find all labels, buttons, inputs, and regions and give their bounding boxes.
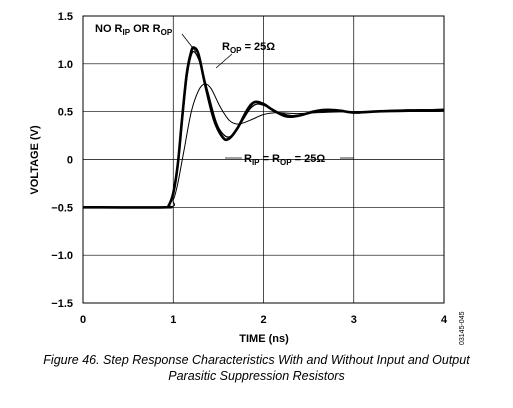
leader-line-rop — [215, 53, 233, 69]
y-tick-label: −1.5 — [51, 298, 73, 310]
annotation-rip-rop: RIP = ROP = 25Ω — [244, 153, 325, 167]
leader-line-no-resistors — [181, 33, 197, 53]
figure-caption-line-2: Parasitic Suppression Resistors — [168, 369, 345, 383]
y-tick-label: 0.5 — [58, 107, 73, 119]
series-line-2 — [82, 50, 445, 209]
x-tick-label: 2 — [260, 314, 266, 326]
y-tick-label: −1.0 — [51, 250, 73, 262]
y-axis-title: VOLTAGE (V) — [29, 125, 41, 195]
figure-id: 03145-045 — [459, 311, 466, 345]
series-line-3 — [82, 83, 445, 209]
x-tick-labels: 0 1 2 3 4 — [80, 314, 448, 326]
series-layer — [82, 46, 445, 209]
annotation-rop: ROP = 25Ω — [222, 41, 275, 55]
y-tick-label: −0.5 — [51, 202, 73, 214]
annotation-no-resistors: NO RIP OR ROP — [95, 23, 173, 37]
x-tick-label: 0 — [80, 314, 86, 326]
x-tick-label: 1 — [170, 314, 176, 326]
figure-caption-line-1: Figure 46. Step Response Characteristics… — [43, 353, 470, 367]
y-tick-label: 1.0 — [58, 59, 73, 71]
y-tick-label: 1.5 — [58, 11, 73, 23]
y-tick-labels: 1.5 1.0 0.5 0 −0.5 −1.0 −1.5 — [51, 11, 73, 310]
x-tick-label: 3 — [351, 314, 357, 326]
x-axis-title: TIME (ns) — [239, 333, 289, 345]
y-tick-label: 0 — [67, 155, 73, 167]
x-tick-label: 4 — [441, 314, 448, 326]
